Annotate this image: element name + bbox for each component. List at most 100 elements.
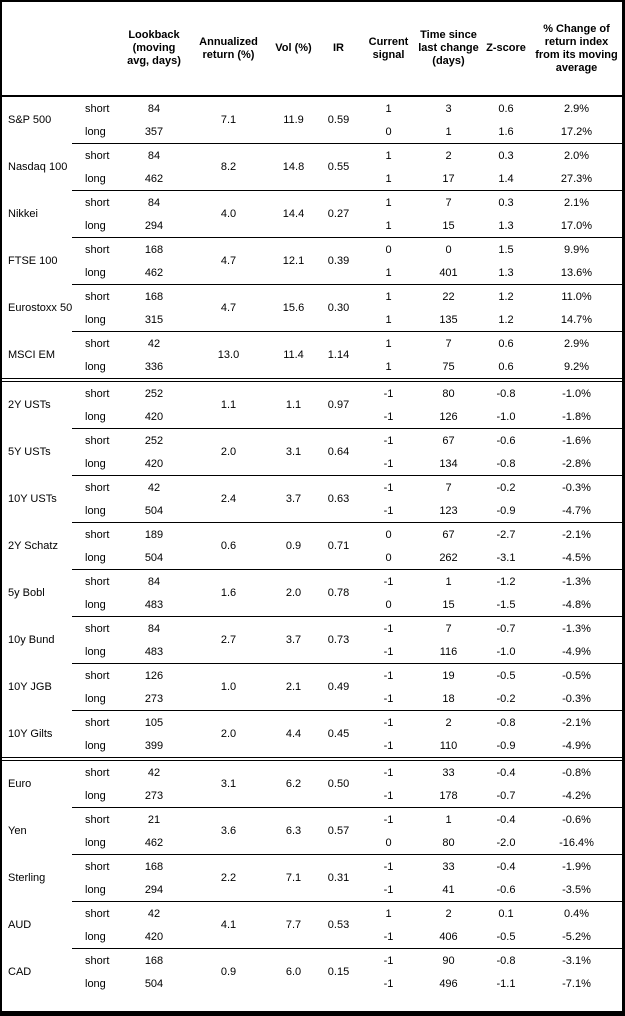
cell-ir: 0.45 (316, 710, 361, 759)
cell-pct-change: -2.1% (531, 710, 622, 734)
cell-signal: -1 (361, 710, 416, 734)
cell-lookback: 42 (122, 475, 186, 499)
cell-z-score: -1.1 (496, 977, 516, 990)
cell-signal: 1 (361, 331, 416, 355)
table-row: long 399 -1 110 -0.9 -4.9% (2, 734, 622, 759)
momentum-signals-table: Lookback (moving avg, days) Annualized re… (2, 2, 622, 995)
cell-z-score: -0.8 (481, 378, 531, 405)
table-row: 2Y USTs short 252 1.1 1.1 0.97 -1 80 -0.8 -1.0% (2, 378, 622, 429)
cell-lookback: 84 (122, 190, 186, 214)
table-row: 5Y USTs short 252 2.0 3.1 0.64 -1 67 -0.6 -1.6% (2, 428, 622, 476)
cell-horizon: long (85, 504, 106, 517)
cell-horizon: long (85, 457, 106, 470)
cell-time-since: 7 (416, 475, 481, 499)
cell-pct-change: -1.3% (531, 569, 622, 593)
table-row: Sterling short 168 2.2 7.1 0.31 -1 33 -0.4 -1.9% (2, 854, 622, 902)
cell-horizon: short (72, 663, 122, 687)
cell-ann-return: 4.7 (186, 284, 271, 332)
cell-z-score: -2.0 (496, 836, 516, 849)
cell-pct-change: -16.4% (559, 836, 594, 849)
cell-pct-change: 2.9% (531, 331, 622, 355)
table-row: Nikkei short 84 4.0 14.4 0.27 1 7 0.3 2.1% (2, 190, 622, 238)
cell-time-since: 1 (445, 125, 452, 138)
cell-ir: 0.15 (316, 948, 361, 995)
cell-pct-change: -2.8% (562, 457, 591, 470)
cell-ann-return: 3.6 (186, 807, 271, 855)
cell-ann-return: 4.7 (186, 237, 271, 285)
cell-z-score: -0.4 (481, 854, 531, 878)
cell-pct-change: 27.3% (560, 172, 593, 185)
table-row: long 504 0 262 -3.1 -4.5% (2, 546, 622, 570)
cell-signal: -1 (383, 977, 394, 990)
cell-horizon: short (72, 237, 122, 261)
cell-lookback: 420 (144, 410, 164, 423)
cell-z-score: -1.5 (496, 598, 516, 611)
cell-pct-change: 9.2% (563, 360, 590, 373)
cell-horizon: long (85, 930, 106, 943)
cell-horizon: short (72, 522, 122, 546)
table-row: long 504 -1 123 -0.9 -4.7% (2, 499, 622, 523)
cell-asset: Yen (8, 825, 27, 837)
cell-z-score: 0.1 (481, 901, 531, 925)
cell-time-since: 2 (416, 143, 481, 167)
cell-pct-change: -0.5% (531, 663, 622, 687)
col-header-ir: IR (316, 2, 361, 97)
cell-signal: -1 (361, 616, 416, 640)
cell-horizon: long (85, 172, 106, 185)
cell-pct-change: 17.2% (560, 125, 593, 138)
col-header-pct-change: % Change of return index from its moving… (531, 2, 622, 97)
cell-time-since: 1 (416, 807, 481, 831)
cell-ir: 0.63 (316, 475, 361, 523)
cell-z-score: -0.9 (496, 739, 516, 752)
cell-ir: 0.97 (316, 378, 361, 429)
cell-time-since: 178 (439, 789, 458, 802)
cell-lookback: 357 (144, 125, 164, 138)
cell-vol: 7.1 (271, 854, 316, 902)
cell-horizon: short (72, 710, 122, 734)
table-row: long 357 0 1 1.6 17.2% (2, 120, 622, 144)
cell-z-score: -0.7 (496, 789, 516, 802)
table-row: long 273 -1 178 -0.7 -4.2% (2, 784, 622, 808)
cell-horizon: short (72, 569, 122, 593)
cell-time-since: 2 (416, 901, 481, 925)
cell-signal: -1 (361, 475, 416, 499)
cell-pct-change: -1.8% (562, 410, 591, 423)
cell-lookback: 315 (144, 313, 164, 326)
cell-z-score: 1.3 (498, 219, 514, 232)
cell-horizon: short (72, 948, 122, 972)
cell-asset: Nasdaq 100 (8, 161, 68, 173)
table-body: S&P 500 short 84 7.1 11.9 0.59 1 3 0.6 2.9% long 35… (2, 95, 622, 995)
cell-lookback: 504 (144, 977, 164, 990)
cell-ann-return: 1.1 (186, 378, 271, 429)
cell-ann-return: 3.1 (186, 757, 271, 808)
cell-lookback: 420 (144, 457, 164, 470)
cell-time-since: 15 (442, 598, 455, 611)
table-row: long 420 -1 126 -1.0 -1.8% (2, 405, 622, 429)
cell-pct-change: 14.7% (560, 313, 593, 326)
cell-time-since: 134 (439, 457, 458, 470)
cell-horizon: long (85, 645, 106, 658)
cell-z-score: -0.2 (496, 692, 516, 705)
cell-ir: 0.59 (316, 95, 361, 144)
table-row: Yen short 21 3.6 6.3 0.57 -1 1 -0.4 -0.6% (2, 807, 622, 855)
table-row: AUD short 42 4.1 7.7 0.53 1 2 0.1 0.4% (2, 901, 622, 949)
cell-asset: Euro (2, 757, 72, 808)
cell-time-since: 7 (416, 190, 481, 214)
cell-signal: 0 (385, 125, 392, 138)
cell-vol: 11.4 (271, 331, 316, 380)
cell-pct-change: -1.9% (531, 854, 622, 878)
cell-pct-change: -7.1% (562, 977, 591, 990)
cell-ann-return: 0.9 (186, 948, 271, 995)
cell-horizon: short (72, 95, 122, 120)
table-row: long 483 0 15 -1.5 -4.8% (2, 593, 622, 617)
cell-time-since: 401 (439, 266, 458, 279)
cell-ir: 0.55 (316, 143, 361, 191)
cell-horizon: short (72, 143, 122, 167)
cell-lookback: 483 (144, 598, 164, 611)
col-header-vol: Vol (%) (271, 2, 316, 97)
cell-signal: -1 (383, 930, 394, 943)
cell-ir: 0.71 (316, 522, 361, 570)
table-row: 10Y USTs short 42 2.4 3.7 0.63 -1 7 -0.2 -0.3% (2, 475, 622, 523)
cell-signal: -1 (383, 692, 394, 705)
cell-signal: -1 (383, 883, 394, 896)
